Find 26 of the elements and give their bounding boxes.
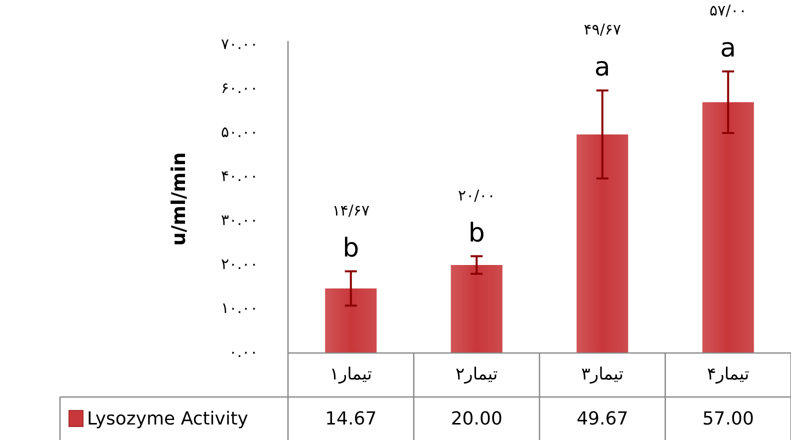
annotation: ۱۴/۶۷ <box>332 201 370 220</box>
data-label: 14.67 <box>325 408 377 430</box>
x-tick-label: تیمار۲ <box>456 364 498 385</box>
y-tick-label: ۳۰.۰۰ <box>221 211 258 230</box>
x-tick-label: تیمار۳ <box>581 364 624 385</box>
y-tick-label: ۷۰.۰۰ <box>221 35 258 54</box>
data-label: 49.67 <box>576 408 628 430</box>
data-label: 20.00 <box>450 408 502 430</box>
legend-label: Lysozyme Activity <box>87 408 249 430</box>
annotation: a <box>594 52 610 83</box>
y-tick-label: ۰.۰۰ <box>229 343 258 362</box>
y-tick-label: ۱۰.۰۰ <box>221 299 258 318</box>
text: ۴۹/۶۷ <box>584 20 622 39</box>
annotation: a <box>720 34 736 64</box>
x-tick-label: تیمار۴ <box>707 364 750 385</box>
y-axis-title: u/ml/min <box>168 152 190 246</box>
data-label: 57.00 <box>702 408 754 430</box>
y-tick-label: ۶۰.۰۰ <box>221 79 258 98</box>
annotation: b <box>342 233 360 264</box>
text: ۵۷/۰۰ <box>709 1 747 20</box>
x-tick-label: تیمار۱ <box>330 364 372 385</box>
annotation: ۲۰/۰۰ <box>458 186 496 204</box>
y-tick-label: ۴۰.۰۰ <box>221 167 258 186</box>
y-tick-label: ۲۰.۰۰ <box>221 255 258 274</box>
annotation: b <box>468 218 485 248</box>
y-tick-label: ۵۰.۰۰ <box>221 123 258 142</box>
